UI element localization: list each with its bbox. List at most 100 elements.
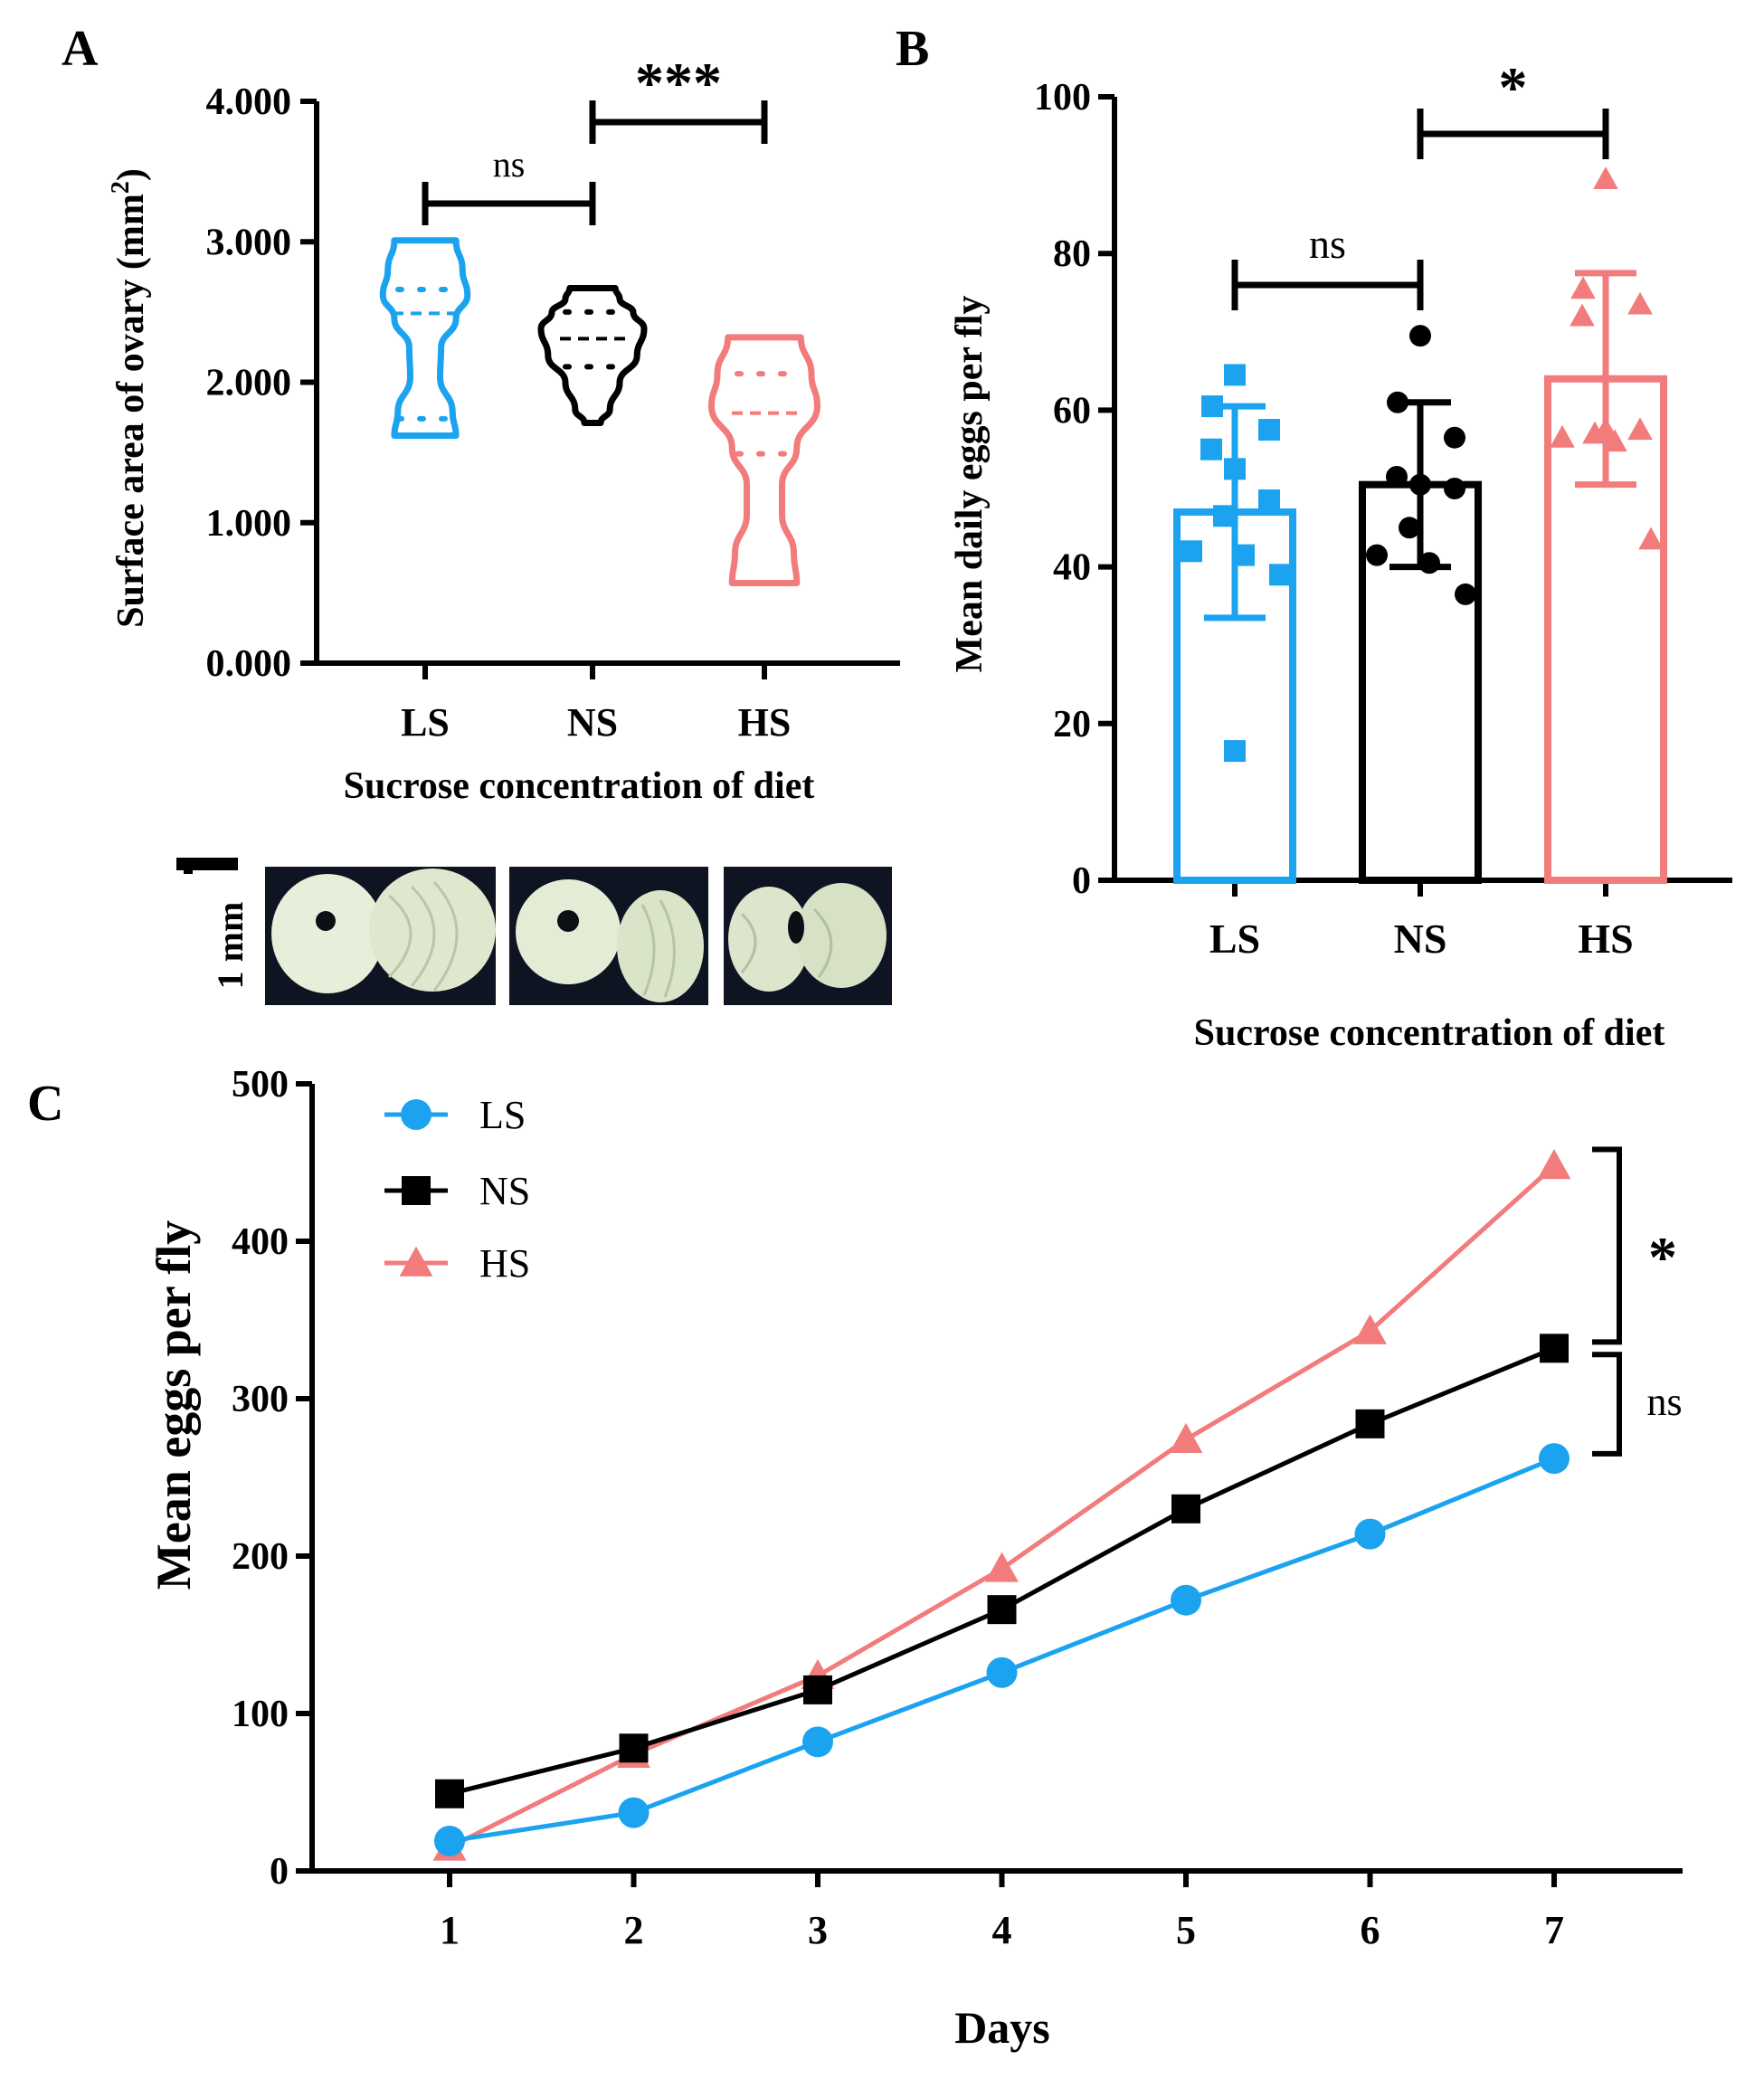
panel-b-significance-label: * [1499, 55, 1528, 119]
panel-a-y-axis-label: Surface area of ovary (mm2) [107, 168, 152, 628]
panel-c-marker-hs [1537, 1149, 1571, 1180]
panel-a-significance-label: ns [493, 144, 526, 185]
panel-a-y-axis-label-end: ) [110, 168, 152, 181]
panel-b-data-point [1409, 325, 1431, 347]
panel-b-data-point [1258, 489, 1280, 511]
panel-a-y-tick-label: 3.000 [206, 222, 292, 263]
panel-c-series [432, 1149, 1571, 1861]
panel-b-data-point [1409, 473, 1431, 496]
panel-c-x-tick-label: 5 [1176, 1908, 1196, 1952]
panel-b-x-tick-label: LS [1209, 916, 1260, 962]
panel-b-data-point [1550, 424, 1575, 448]
panel-b-x-tick-label: NS [1394, 916, 1447, 962]
panel-a-y-axis-label-main: Surface area of ovary (mm [110, 194, 152, 628]
panel-a-violin-ns [537, 284, 648, 427]
panel-c-y-tick-label: 400 [232, 1221, 289, 1263]
panel-b-data-point [1593, 166, 1618, 189]
panel-c-significance-bracket [1592, 1352, 1622, 1457]
panel-label-a: A [62, 21, 99, 77]
panel-b-y-tick-label: 20 [1053, 704, 1091, 745]
panel-label-c: C [27, 1076, 63, 1132]
panel-c-marker-ls [802, 1726, 833, 1758]
panel-c-marker-hs [985, 1552, 1019, 1582]
panel-b-y-tick-label: 100 [1034, 77, 1091, 119]
panel-c-significance-label: ns [1646, 1380, 1682, 1424]
panel-a-y-tick-label: 1.000 [206, 503, 292, 545]
panel-b-y-axis-label: Mean daily eggs per fly [949, 296, 991, 673]
panel-b-data-point [1181, 540, 1202, 563]
panel-b-data-point [1366, 544, 1388, 566]
panel-b-data-point [1638, 527, 1664, 550]
scale-bar-label: 1 mm [210, 902, 251, 990]
panel-b-data-point [1258, 419, 1280, 441]
panel-b-data-point [1582, 421, 1608, 444]
panel-c-x-tick-label: 3 [808, 1908, 828, 1952]
panel-b-data-point [1224, 740, 1246, 763]
panel-b-data-point [1399, 517, 1420, 539]
panel-c-significance-bracket [1592, 1146, 1622, 1345]
panel-b-significance: ns * [1231, 55, 1609, 310]
panel-c-x-tick-label: 2 [624, 1908, 644, 1952]
panel-c-x-tick-label: 6 [1361, 1908, 1380, 1952]
panel-a-y-axis-label-superscript: 2 [107, 181, 135, 194]
panel-c-legend-marker [401, 1099, 432, 1130]
panel-c-axes: 0 100 200 300 400 500 1 2 3 4 5 6 7 [232, 1064, 1683, 1952]
panel-c-marker-ns [435, 1779, 464, 1808]
panel-b-data-point [1387, 391, 1408, 413]
panel-b-bar-chart: 0 20 40 60 80 100 LS NS HS ns * Mean daily eggs p… [949, 55, 1732, 1054]
panel-c-legend-label: HS [479, 1241, 530, 1286]
panel-b-data-point [1224, 364, 1246, 386]
panel-c-x-axis-label: Days [954, 2002, 1050, 2053]
panel-c-marker-hs [1353, 1314, 1387, 1344]
panel-a-violins [379, 237, 820, 587]
panel-c-x-tick-label: 1 [440, 1908, 460, 1952]
panel-b-data-point [1627, 291, 1653, 315]
panel-b-data-point [1200, 438, 1222, 460]
ovary-photo-ns [509, 867, 708, 1005]
panel-b-data-point [1627, 417, 1653, 441]
panel-c-line-chart: 0 100 200 300 400 500 1 2 3 4 5 6 7 LS NS HS * ns Mean … [147, 1064, 1683, 2053]
panel-b-data-point [1233, 544, 1255, 566]
panel-c-x-tick-label: 4 [992, 1908, 1012, 1952]
panel-label-b: B [896, 21, 929, 77]
panel-a-y-tick-label: 2.000 [206, 363, 292, 404]
panel-c-y-tick-label: 200 [232, 1536, 289, 1578]
panel-c-marker-hs [1169, 1422, 1203, 1453]
panel-b-x-tick-label: HS [1578, 916, 1633, 962]
panel-c-marker-ls [1171, 1584, 1201, 1616]
panel-b-significance-label: ns [1309, 221, 1346, 267]
panel-b-data-point [1455, 583, 1476, 605]
panel-c-line-ls [449, 1456, 1555, 1844]
panel-a-x-tick-label: NS [567, 700, 618, 745]
panel-c-y-axis-label: Mean eggs per fly [147, 1220, 201, 1590]
panel-c-marker-ls [1354, 1518, 1386, 1550]
panel-a-x-tick-label: LS [401, 700, 450, 745]
panel-a-y-tick-label: 4.000 [206, 81, 292, 123]
panel-c-marker-ls [986, 1657, 1018, 1688]
panel-b-data-point [1201, 395, 1223, 418]
panel-b-data-point [1444, 426, 1465, 449]
ovary-photo-ls [265, 867, 496, 1005]
panel-b-data-point [1269, 564, 1291, 586]
panel-b-x-axis-label: Sucrose concentration of diet [1194, 1012, 1665, 1054]
panel-c-significance-label: * [1648, 1225, 1677, 1289]
panel-c-marker-ns [1540, 1334, 1569, 1363]
panel-c-marker-ls [1539, 1443, 1570, 1475]
panel-b-y-tick-label: 60 [1053, 390, 1091, 432]
panel-b-bars [1173, 166, 1667, 884]
panel-c-significance: * ns [1592, 1146, 1683, 1457]
panel-a-x-axis-label: Sucrose concentration of diet [344, 765, 815, 807]
panel-b-data-point [1570, 303, 1595, 327]
panel-c-y-tick-label: 100 [232, 1694, 289, 1735]
ovary-photo-hs [724, 867, 892, 1005]
panel-b-y-tick-label: 0 [1072, 860, 1091, 902]
panel-c-marker-ns [619, 1733, 649, 1763]
panel-c-legend-label: LS [479, 1093, 526, 1137]
panel-c-legend: LS NS HS [384, 1093, 530, 1286]
panel-b-data-point [1418, 552, 1440, 574]
panel-c-legend-marker [402, 1176, 431, 1205]
panel-b-data-point [1602, 429, 1627, 452]
panel-b-data-point [1213, 505, 1235, 527]
panel-b-y-tick-label: 80 [1053, 233, 1091, 275]
